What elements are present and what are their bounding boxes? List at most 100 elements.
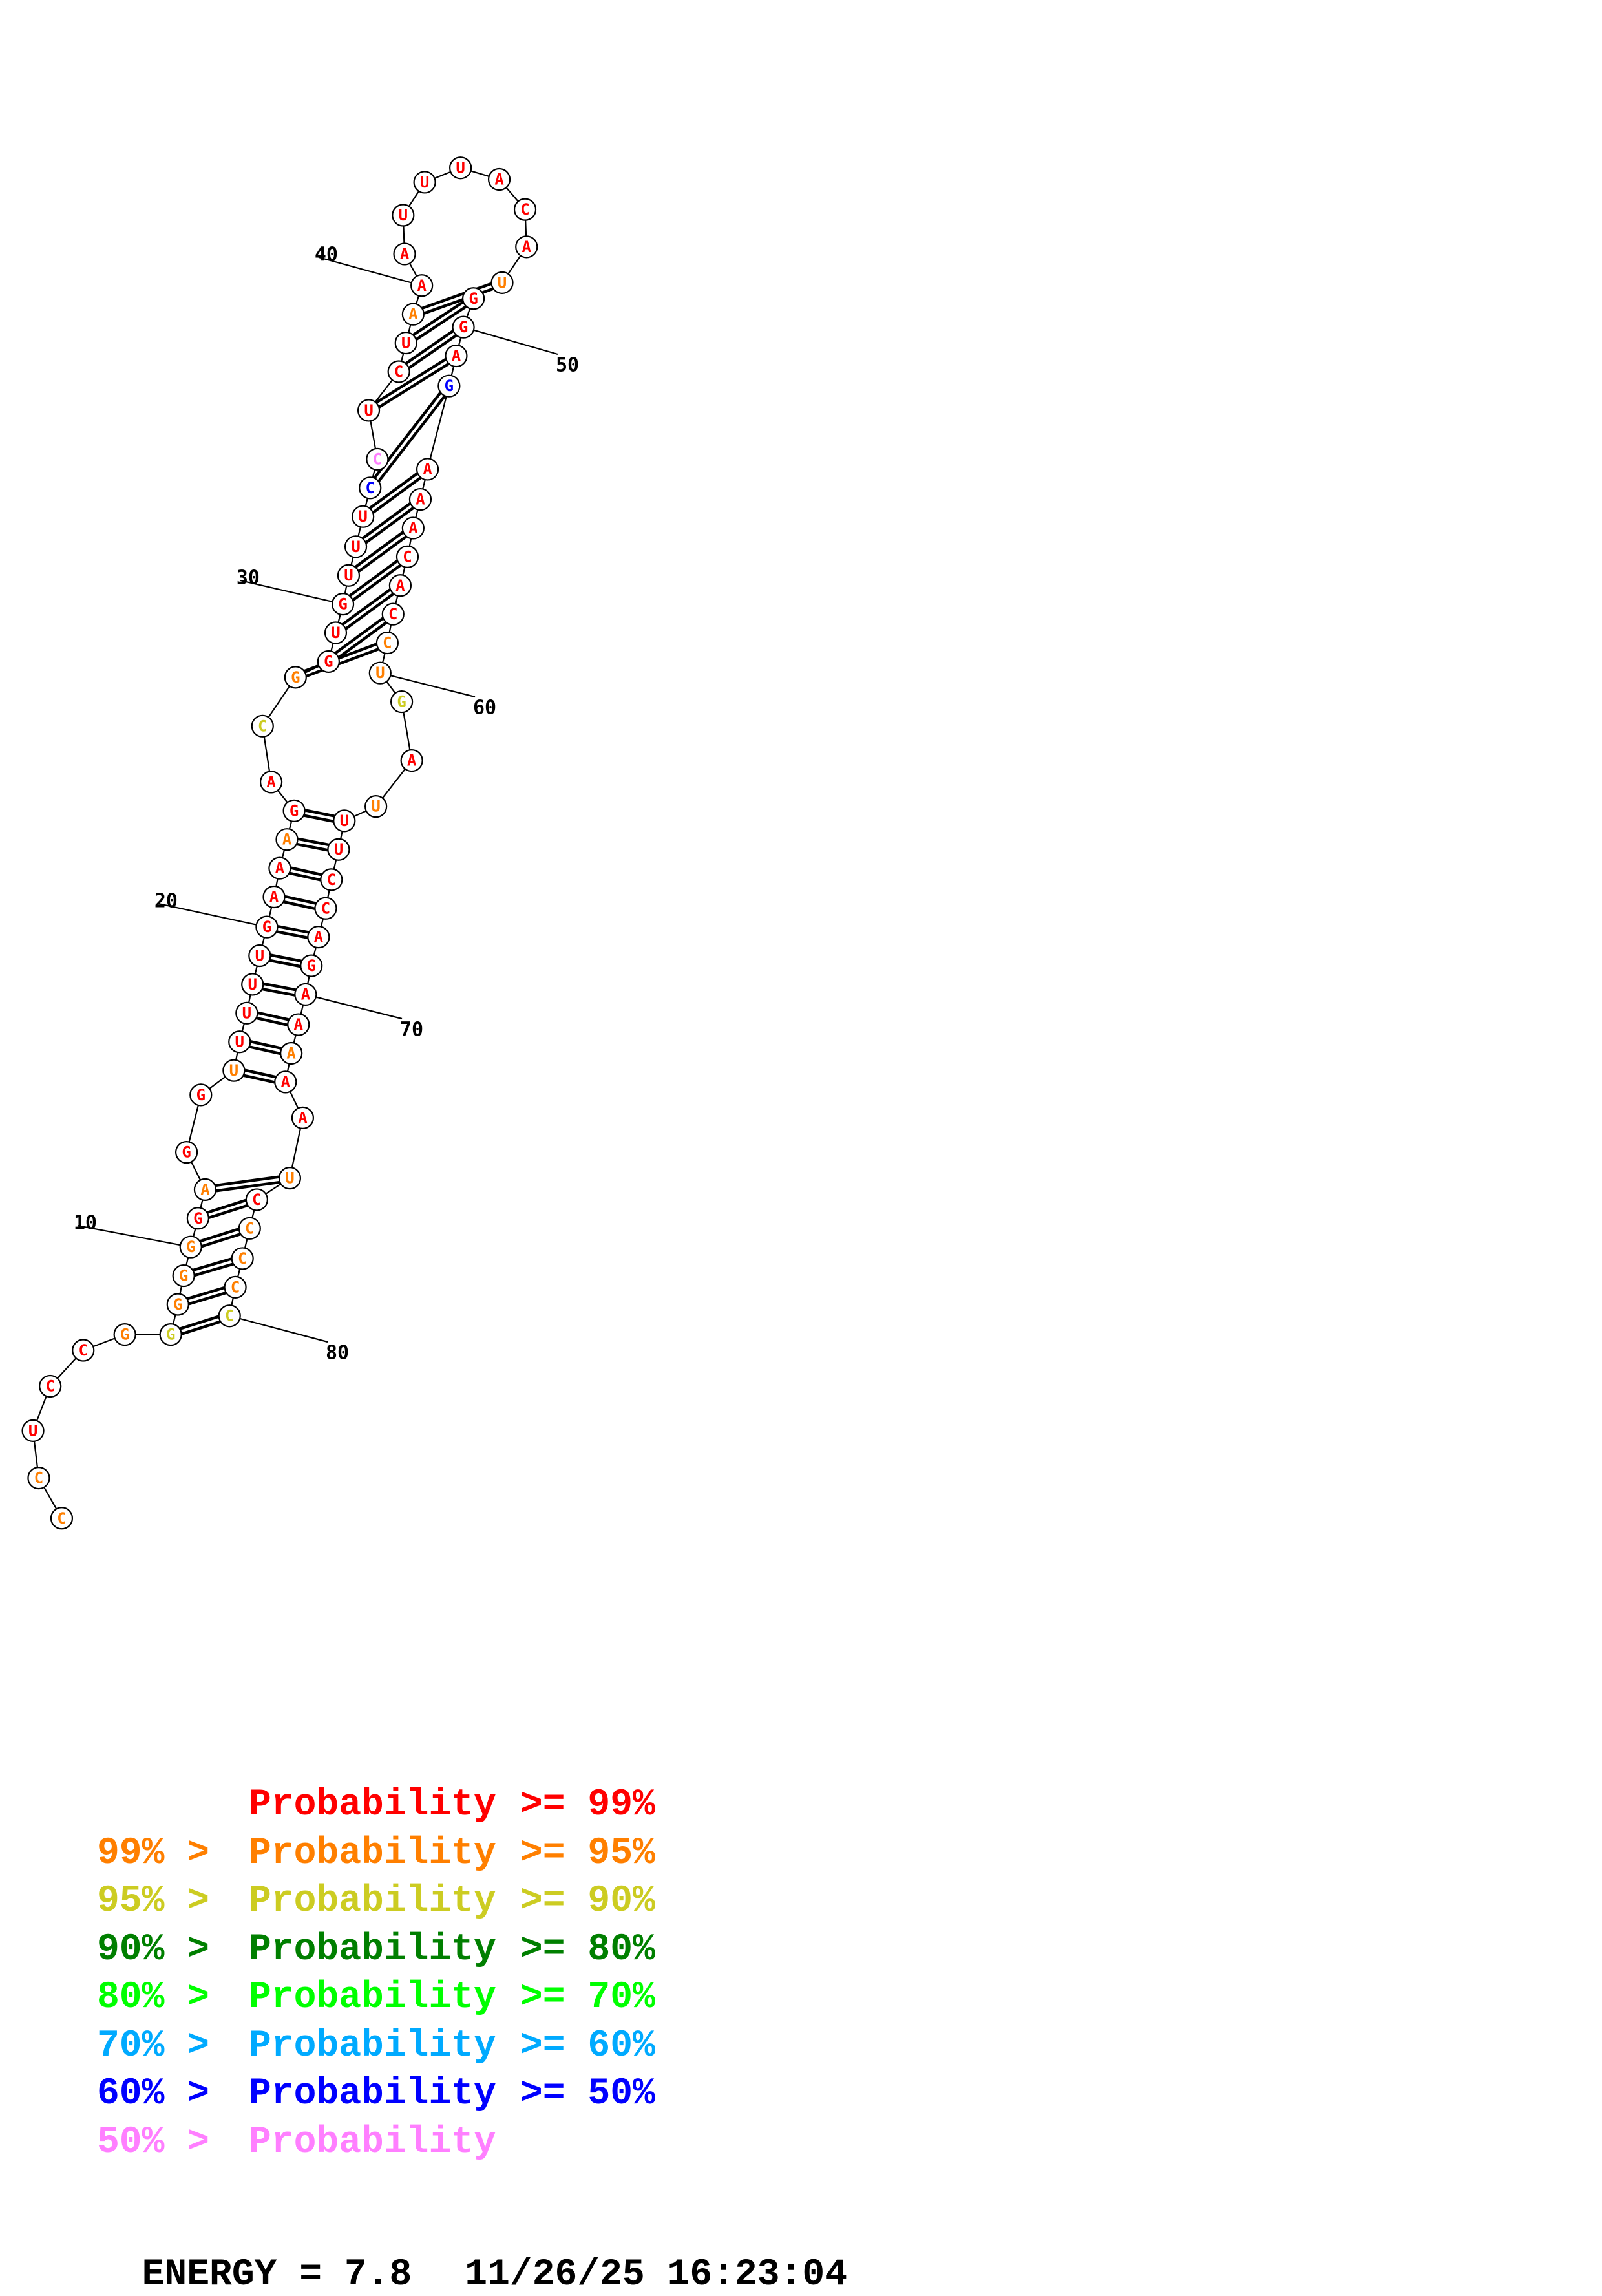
legend-row: 50% > Probability: [97, 2121, 520, 2163]
base-pair-bond: [377, 395, 446, 482]
nucleotide-39: A: [401, 303, 425, 326]
legend-label: Probability: [249, 2121, 496, 2163]
legend-row: 90% > Probability >= 80%: [97, 1931, 655, 1969]
nucleotide-circle: [159, 1323, 182, 1346]
nucleotide-circle: [327, 838, 350, 861]
nucleotide-base: A: [294, 1015, 304, 1034]
nucleotide-circle: [113, 1323, 136, 1346]
nucleotide-37: C: [387, 360, 410, 383]
nucleotide-circle: [72, 1339, 95, 1362]
nucleotide-circle: [172, 1264, 195, 1288]
legend-upper-bound: >= 50%: [520, 2073, 655, 2115]
base-pair-bond: [187, 1286, 225, 1301]
nucleotide-19: U: [248, 944, 271, 968]
nucleotide-base: G: [290, 802, 299, 820]
position-tick-line: [77, 1224, 191, 1248]
position-tick-line: [305, 994, 403, 1020]
nucleotide-58: C: [381, 602, 405, 626]
nucleotide-66: C: [320, 868, 343, 891]
nucleotide-circle: [394, 331, 417, 355]
nucleotide-circle: [245, 1188, 268, 1211]
nucleotide-2: C: [27, 1467, 50, 1490]
nucleotide-circle: [364, 795, 388, 818]
nucleotide-base: U: [358, 507, 367, 526]
nucleotide-24: G: [282, 799, 306, 822]
nucleotide-circle: [357, 399, 381, 422]
nucleotide-circle: [39, 1374, 62, 1398]
nucleotide-circle: [284, 666, 307, 689]
base-pair-bond: [369, 472, 419, 509]
nucleotide-80: C: [218, 1304, 241, 1328]
nucleotide-base: U: [420, 173, 429, 191]
nucleotide-circle: [274, 1070, 297, 1094]
legend-label: Probability: [249, 1784, 496, 1826]
base-pair-bond: [337, 621, 387, 659]
position-tick-line: [318, 256, 422, 286]
base-pair-bond: [243, 1074, 275, 1084]
nucleotide-base: G: [338, 595, 347, 613]
position-tick-line: [240, 579, 343, 605]
nucleotide-55: A: [401, 516, 425, 540]
nucleotide-circle: [366, 447, 389, 471]
base-pair-bond: [244, 1068, 277, 1079]
nucleotide-circle: [255, 915, 279, 939]
nucleotide-9: G: [172, 1264, 195, 1288]
nucleotide-circle: [392, 204, 415, 227]
nucleotide-base: G: [186, 1238, 195, 1256]
nucleotide-41: A: [393, 242, 416, 266]
nucleotide-circle: [324, 621, 348, 644]
nucleotide-27: G: [284, 666, 307, 689]
nucleotide-28: G: [317, 650, 340, 674]
nucleotide-base: G: [196, 1086, 206, 1104]
nucleotide-base: A: [286, 1044, 296, 1062]
nucleotide-61: G: [390, 690, 414, 714]
nucleotide-13: G: [175, 1141, 198, 1164]
nucleotide-circle: [410, 274, 434, 297]
nucleotide-circle: [291, 1106, 315, 1129]
nucleotide-circle: [395, 545, 419, 568]
nucleotide-11: G: [186, 1207, 209, 1230]
base-pair-bond: [181, 1320, 221, 1335]
nucleotide-base: G: [397, 693, 406, 711]
nucleotide-29: U: [324, 621, 348, 644]
nucleotide-base: U: [340, 812, 349, 830]
base-pair-bond: [306, 648, 379, 678]
legend-lower-bound: 70% >: [97, 2025, 210, 2067]
nucleotide-base: G: [324, 652, 333, 670]
nucleotide-circle: [231, 1247, 254, 1270]
legend-row: 60% > Probability >= 50%: [97, 2076, 655, 2113]
nucleotide-40: A: [410, 274, 434, 297]
energy-footer: ENERGY = 7.8 11/26/25 16:23:04: [97, 2212, 847, 2296]
nucleotide-57: A: [388, 574, 412, 597]
nucleotide-base: C: [231, 1278, 240, 1296]
base-pair-bond: [421, 282, 492, 310]
nucleotide-circle: [222, 1059, 246, 1082]
base-pair-bond: [357, 535, 407, 573]
nucleotide-base: A: [282, 831, 292, 849]
legend-row: 99% > Probability >= 95%: [97, 1834, 655, 1873]
legend-row: 80% > Probability >= 70%: [97, 1979, 655, 2017]
position-tick-label: 40: [315, 244, 338, 266]
nucleotide-12: A: [193, 1178, 217, 1201]
base-pair-bond: [179, 1315, 219, 1330]
base-pair-bond: [276, 930, 308, 939]
nucleotide-circle: [381, 602, 405, 626]
nucleotide-25: A: [259, 771, 283, 794]
nucleotide-base: A: [400, 245, 410, 263]
base-pair-bond: [208, 1204, 248, 1219]
legend-lower-bound: 50% >: [97, 2121, 210, 2163]
nucleotide-base: A: [423, 460, 432, 478]
nucleotide-base: A: [395, 577, 405, 595]
nucleotide-63: U: [364, 795, 388, 818]
nucleotide-base: C: [520, 200, 529, 218]
base-pair-layer: [179, 282, 494, 1335]
nucleotide-circle: [189, 1083, 213, 1107]
nucleotide-69: G: [300, 954, 323, 977]
nucleotide-circle: [331, 593, 355, 616]
nucleotide-circle: [228, 1030, 251, 1054]
nucleotide-base: C: [366, 479, 375, 497]
base-pair-bond: [408, 334, 458, 369]
nucleotide-43: U: [413, 171, 436, 194]
nucleotide-8: G: [166, 1293, 189, 1316]
